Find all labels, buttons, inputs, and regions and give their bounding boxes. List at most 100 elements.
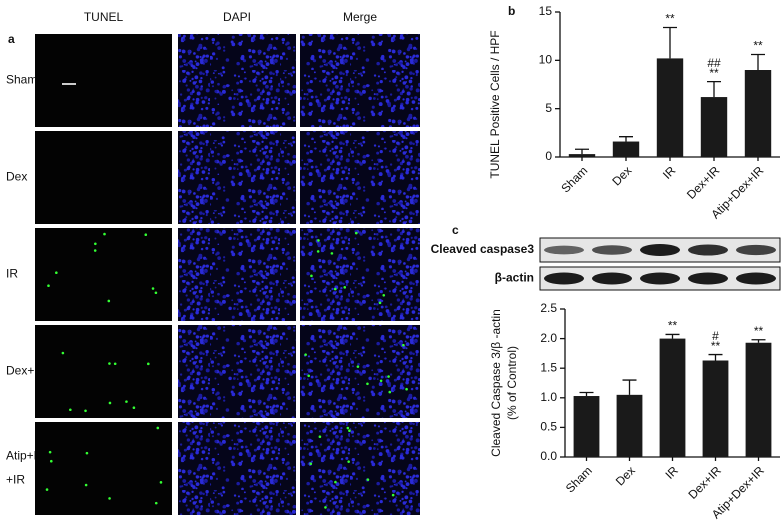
tunel-dot: [356, 365, 360, 368]
y-tick-label: 15: [539, 4, 553, 18]
micrograph: [35, 34, 172, 127]
blot-band: [544, 272, 584, 285]
micrograph: [300, 325, 420, 418]
panel-label: c: [452, 223, 459, 237]
y-tick-label: 0.5: [540, 420, 557, 434]
tunel-dot: [382, 293, 386, 297]
y-tick-label: 2.5: [540, 301, 557, 315]
tunel-dot: [304, 353, 307, 356]
tunel-dot: [366, 478, 370, 481]
bar: [702, 360, 729, 457]
column-label: Merge: [343, 10, 377, 24]
tunel-dot: [55, 271, 58, 275]
bar: [744, 70, 772, 157]
tunel-dot: [94, 242, 97, 246]
x-tick-label: IR: [662, 463, 681, 482]
tunel-dot: [346, 426, 350, 430]
tunel-dot: [156, 426, 160, 430]
y-tick-label: 0.0: [540, 449, 557, 463]
micrograph: [35, 422, 172, 515]
blot-label: β-actin: [495, 271, 534, 285]
micrograph: [35, 131, 172, 224]
tunel-dot: [366, 382, 369, 386]
error-bar: [751, 339, 766, 343]
tunel-dot: [113, 362, 117, 366]
tunel-dot: [378, 301, 382, 305]
row-label: Sham: [6, 73, 37, 87]
blot-band: [688, 272, 728, 285]
bar: [612, 141, 640, 157]
tunel-dot: [348, 429, 351, 433]
bar: [656, 58, 684, 157]
error-bar: [619, 136, 633, 142]
blot-band: [544, 245, 584, 255]
tunel-dot: [93, 249, 97, 252]
tunel-dot: [147, 362, 150, 366]
error-bar: [575, 148, 589, 155]
y-axis-label: (% of Control): [505, 346, 519, 420]
tunel-dot: [402, 343, 405, 347]
panel-label: a: [8, 32, 15, 46]
bar: [568, 154, 596, 157]
significance-marker: **: [711, 339, 721, 353]
tunel-dot: [108, 362, 111, 365]
bar: [700, 97, 728, 157]
tunel-dot: [69, 408, 72, 412]
micrograph: [178, 422, 296, 515]
y-tick-label: 0: [545, 149, 552, 163]
panel-label: b: [508, 4, 515, 18]
error-bar: [665, 333, 680, 339]
micrograph: [300, 422, 420, 515]
row-label: +IR: [6, 473, 25, 487]
tunel-dot: [316, 250, 320, 253]
y-tick-label: 10: [539, 53, 553, 67]
tunel-dot: [47, 284, 50, 288]
blot-band: [592, 272, 632, 285]
error-bar: [707, 80, 721, 98]
y-tick-label: 5: [545, 101, 552, 115]
micrograph: [35, 228, 172, 321]
tunel-dot: [159, 481, 163, 484]
tunel-dot: [310, 274, 313, 278]
significance-marker: **: [668, 319, 678, 333]
tunel-dot: [333, 287, 337, 291]
tunel-dot: [309, 462, 313, 466]
significance-marker: #: [712, 329, 719, 343]
error-bar: [622, 379, 637, 395]
tunel-dot: [45, 488, 49, 491]
blot-band: [688, 244, 728, 256]
tunel-dot: [318, 435, 322, 439]
tunel-dot: [61, 351, 65, 355]
tunel-dot: [324, 506, 327, 509]
micrograph: [300, 34, 420, 127]
micrograph: [178, 131, 296, 224]
tunel-dot: [387, 375, 390, 378]
tunel-dot: [334, 480, 337, 484]
tunel-dot: [154, 501, 158, 505]
tunel-dot: [307, 374, 311, 378]
significance-marker: **: [753, 39, 763, 53]
tunel-dot: [84, 483, 88, 487]
tunel-dot: [144, 233, 148, 237]
x-tick-label: Dex: [613, 463, 638, 488]
tunel-dot: [125, 400, 128, 403]
tunel-dot: [103, 232, 106, 236]
error-bar: [751, 53, 765, 70]
blot-band: [736, 272, 776, 285]
blot-band: [640, 272, 680, 285]
micrograph: [178, 325, 296, 418]
blot-band: [736, 244, 776, 256]
blot-band: [592, 245, 632, 255]
micrograph: [178, 228, 296, 321]
blot-label: Cleaved caspase3: [431, 242, 535, 256]
tunel-dot: [48, 450, 52, 454]
tunel-dot: [343, 286, 347, 289]
y-tick-label: 2.0: [540, 331, 557, 345]
bar: [745, 342, 772, 457]
tunel-dot: [317, 239, 320, 242]
micrograph: [300, 131, 420, 224]
bar: [616, 394, 643, 457]
x-tick-label: Dex+IR: [684, 163, 723, 202]
blot-band: [640, 244, 680, 256]
